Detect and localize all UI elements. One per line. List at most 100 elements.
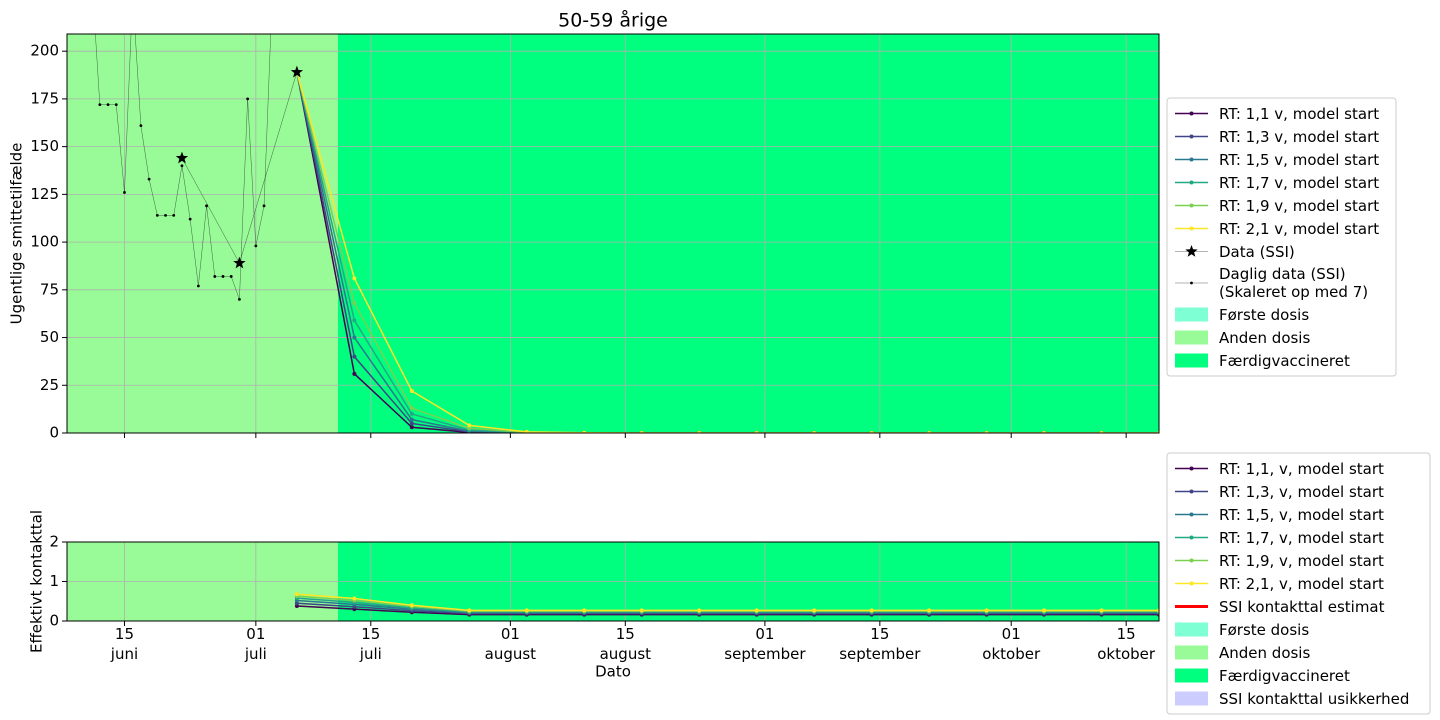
point-marker (409, 421, 414, 426)
point-marker (754, 608, 759, 613)
point-marker (1189, 134, 1194, 139)
point-marker (1189, 203, 1194, 208)
legend-swatch (1175, 622, 1208, 637)
dot-marker (254, 244, 258, 248)
legend-label: Færdigvaccineret (1219, 351, 1350, 370)
point-marker (409, 417, 414, 422)
star-marker (175, 151, 189, 164)
y-tick-label: 0 (49, 424, 59, 442)
legend-label: RT: 1,7, v, model start (1219, 528, 1384, 547)
x-tick-label: 01 september (724, 625, 806, 663)
y-tick-label: 0 (49, 612, 59, 630)
y-tick-label: 125 (30, 185, 59, 203)
legend-label: Daglig data (SSI) (Skaleret op med 7) (1219, 265, 1369, 301)
legend-label: SSI kontakttal estimat (1219, 597, 1385, 616)
series-line (296, 595, 1159, 612)
point-marker (409, 389, 414, 393)
dot-marker (262, 204, 266, 208)
legend-label: Anden dosis (1219, 643, 1311, 662)
dot-marker (98, 103, 102, 107)
series-line (296, 72, 1159, 433)
legend-swatch (1175, 353, 1208, 368)
point-marker (352, 371, 357, 376)
vaccination-span (67, 34, 338, 433)
point-marker (697, 608, 702, 613)
x-tick-label: 01 oktober (982, 625, 1041, 663)
y-axis-label: Effektivt kontakttal (28, 510, 46, 653)
legend-label: RT: 1,9 v, model start (1219, 196, 1380, 215)
dot-marker (123, 191, 126, 194)
point-marker (639, 608, 644, 613)
legend-label: RT: 1,3, v, model start (1219, 482, 1384, 501)
x-tick-label: 15 juli (359, 625, 382, 663)
point-marker (294, 601, 299, 606)
point-marker (409, 603, 414, 608)
point-marker (1189, 157, 1194, 162)
series-line (296, 72, 1159, 433)
series-line (296, 72, 1159, 433)
point-marker (1189, 489, 1194, 494)
point-marker (409, 406, 414, 411)
x-tick-label: 15 juni (110, 625, 139, 663)
legend-swatch (1175, 668, 1208, 683)
legend-swatch (1175, 691, 1208, 706)
y-tick-label: 200 (30, 42, 59, 60)
dot-marker (238, 297, 241, 301)
dot-marker (246, 97, 250, 101)
point-marker (582, 608, 587, 613)
legend-label: Første dosis (1219, 620, 1310, 639)
y-axis-label: Ugentlige smittetilfælde (8, 143, 26, 325)
y-tick-label: 150 (30, 137, 59, 155)
x-tick-label: 15 oktober (1097, 625, 1156, 663)
point-marker (1189, 558, 1194, 563)
dot-marker (221, 275, 225, 278)
point-marker (1099, 608, 1104, 613)
point-marker (409, 411, 414, 416)
point-marker (352, 318, 357, 323)
x-tick-label: 15 august (599, 625, 652, 663)
x-tick-label: 01 juli (244, 625, 267, 663)
x-axis-label: Dato (595, 663, 631, 681)
dot-marker (139, 124, 143, 128)
point-marker (409, 425, 414, 430)
plot-area (95, 34, 1159, 433)
dot-marker (205, 204, 208, 208)
legend-label: RT: 1,7 v, model start (1219, 173, 1380, 192)
legend-box (1166, 97, 1397, 377)
point-marker (582, 430, 587, 433)
legend-label: Data (SSI) (1219, 242, 1295, 261)
point-marker (352, 354, 357, 359)
point-marker (524, 429, 529, 433)
dot-marker (155, 213, 159, 217)
point-marker (1189, 512, 1194, 517)
point-marker (1189, 111, 1194, 116)
dot-marker (180, 164, 184, 168)
series-line (296, 593, 1159, 612)
dot-marker (213, 275, 217, 278)
point-marker (984, 608, 989, 613)
legend-label: RT: 1,5 v, model start (1219, 150, 1380, 169)
star-marker (290, 65, 304, 78)
legend-label: Færdigvaccineret (1219, 666, 1350, 685)
plot-frame (66, 541, 1160, 622)
point-marker (294, 603, 299, 608)
point-marker (869, 608, 874, 613)
y-tick-label: 1 (49, 572, 59, 590)
point-marker (467, 608, 472, 613)
dot-marker (164, 213, 167, 217)
point-marker (927, 608, 932, 613)
legend-swatch (1175, 645, 1208, 660)
series-line (296, 71, 1159, 433)
star-marker (233, 256, 246, 269)
legend-label: RT: 1,5, v, model start (1219, 505, 1384, 524)
point-marker (1189, 226, 1194, 231)
legend-label: Første dosis (1219, 305, 1310, 324)
legend-label: SSI kontakttal usikkerhed (1219, 689, 1410, 708)
dot-marker (172, 213, 176, 217)
point-marker (1189, 180, 1194, 185)
dot-marker (229, 275, 233, 278)
vaccination-span (337, 34, 1159, 433)
x-tick-label: 01 august (484, 625, 537, 663)
